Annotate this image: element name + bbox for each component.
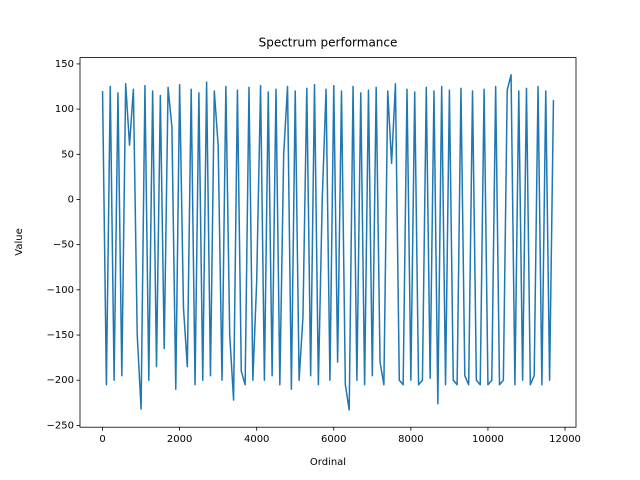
y-tick-label: 50 xyxy=(61,149,74,160)
x-tick-label: 10000 xyxy=(472,434,504,445)
x-tick-label: 12000 xyxy=(549,434,581,445)
y-tick-label: −50 xyxy=(53,240,74,251)
chart-title: Spectrum performance xyxy=(259,36,398,50)
y-tick-label: 150 xyxy=(55,59,74,70)
plot-frame xyxy=(79,57,577,428)
y-tick-label: −100 xyxy=(47,285,74,296)
y-tick-label: −200 xyxy=(47,375,74,386)
x-tick-label: 4000 xyxy=(244,434,269,445)
y-axis-label: Value xyxy=(14,228,25,255)
x-axis-label: Ordinal xyxy=(310,457,346,468)
x-tick-label: 0 xyxy=(99,434,105,445)
y-tick-label: −250 xyxy=(47,420,74,431)
y-tick-label: 0 xyxy=(68,194,74,205)
x-tick-label: 8000 xyxy=(398,434,423,445)
line xyxy=(101,74,555,411)
x-tick-label: 2000 xyxy=(167,434,192,445)
y-tick-label: −150 xyxy=(47,330,74,341)
y-tick-label: 100 xyxy=(55,104,74,115)
x-tick-label: 6000 xyxy=(321,434,346,445)
